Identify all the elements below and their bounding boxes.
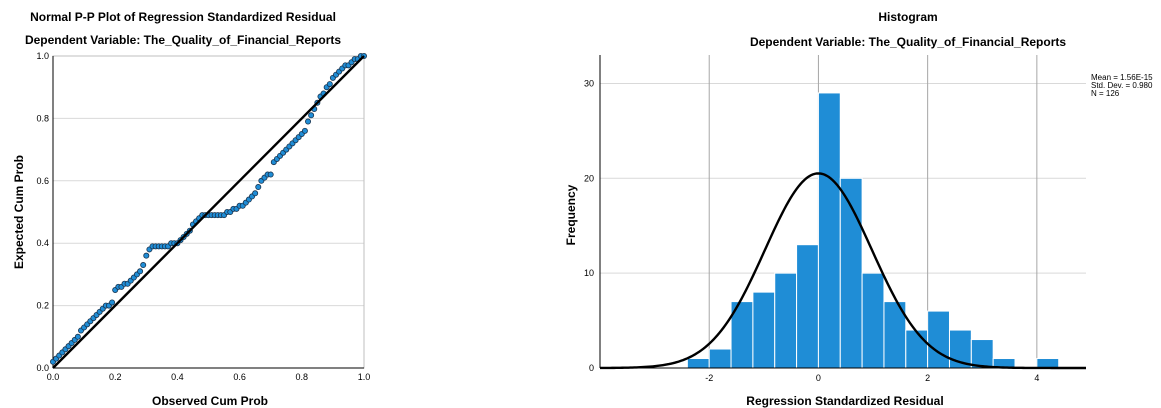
hist-bar-4: [774, 272, 798, 369]
pp-tick-labels: 0.0 0.2 0.4 0.6 0.8 1.0 0.0 0.2 0.4 0.6 0.8 1.0: [36, 51, 370, 382]
hist-bar-1: [708, 348, 732, 369]
pp-point-30: [143, 252, 150, 259]
pp-x-tick-5: 1.0: [358, 372, 371, 382]
hist-x-tick-3: 4: [1034, 373, 1039, 383]
pp-gridlines: [53, 117, 364, 307]
hist-normal-curve-path: [600, 172, 1086, 370]
pp-reference-line: [52, 55, 365, 369]
pp-y-tick-3: 0.6: [36, 176, 49, 186]
pp-y-tick-0: 0.0: [36, 363, 49, 373]
pp-diagonal: [52, 55, 365, 369]
pp-axes: [52, 55, 365, 369]
hist-bar-8: [861, 272, 885, 369]
pp-point-65: [252, 190, 259, 197]
hist-y-tick-2: 20: [584, 173, 594, 183]
pp-point-89: [326, 81, 333, 88]
pp-title: Normal P-P Plot of Regression Standardiz…: [30, 10, 336, 24]
hist-bar-0: [686, 358, 710, 369]
hist-y-tick-0: 0: [589, 363, 594, 373]
pp-point-81: [301, 127, 308, 134]
hist-x-tick-2: 2: [925, 373, 930, 383]
hist-tick-labels: 0 10 20 30 -2 0 2 4: [584, 78, 1039, 383]
hist-x-tick-0: -2: [705, 373, 713, 383]
pp-point-29: [140, 262, 147, 269]
hist-stat-std: Std. Dev. = 0.980: [1091, 81, 1153, 90]
hist-subtitle: Dependent Variable: The_Quality_of_Finan…: [750, 35, 1066, 49]
hist-bar-10: [905, 329, 929, 369]
pp-y-tick-4: 0.8: [36, 113, 49, 123]
hist-x-tick-1: 0: [816, 373, 821, 383]
pp-point-8: [74, 333, 81, 340]
hist-title: Histogram: [878, 10, 937, 24]
pp-x-tick-4: 0.8: [296, 372, 309, 382]
hist-bar-5: [796, 244, 819, 369]
pp-x-tick-1: 0.2: [109, 372, 122, 382]
pp-point-28: [137, 268, 144, 275]
pp-x-tick-2: 0.4: [171, 372, 184, 382]
hist-bar-16: [1036, 358, 1060, 369]
pp-point-19: [109, 299, 116, 306]
pp-y-axis-label: Expected Cum Prob: [12, 155, 26, 269]
hist-stat-mean: Mean = 1.56E-15: [1091, 73, 1153, 82]
pp-y-tick-5: 1.0: [36, 51, 49, 61]
hist-x-axis-label: Regression Standardized Residual: [746, 394, 943, 408]
pp-point-83: [308, 112, 315, 119]
pp-point-66: [255, 184, 262, 191]
hist-y-tick-1: 10: [584, 268, 594, 278]
hist-bar-6: [817, 92, 841, 369]
pp-point-82: [305, 118, 312, 125]
hist-bar-3: [752, 291, 776, 369]
hist-stat-n: N = 126: [1091, 89, 1120, 98]
hist-bar-13: [970, 339, 994, 369]
histogram: Histogram Dependent Variable: The_Qualit…: [564, 10, 1153, 408]
hist-y-axis-label: Frequency: [564, 184, 578, 245]
pp-y-tick-2: 0.4: [36, 238, 49, 248]
pp-x-tick-3: 0.6: [233, 372, 246, 382]
hist-normal-curve: [600, 172, 1086, 370]
pp-plot: Normal P-P Plot of Regression Standardiz…: [12, 10, 370, 408]
pp-x-axis-label: Observed Cum Prob: [152, 394, 268, 408]
pp-subtitle: Dependent Variable: The_Quality_of_Finan…: [25, 33, 341, 47]
pp-x-tick-0: 0.0: [47, 372, 60, 382]
pp-points: [50, 53, 367, 365]
hist-bar-11: [927, 310, 950, 369]
hist-bars: [686, 92, 1060, 369]
pp-y-tick-1: 0.2: [36, 301, 49, 311]
pp-point-70: [267, 171, 274, 178]
hist-y-tick-3: 30: [584, 78, 594, 88]
